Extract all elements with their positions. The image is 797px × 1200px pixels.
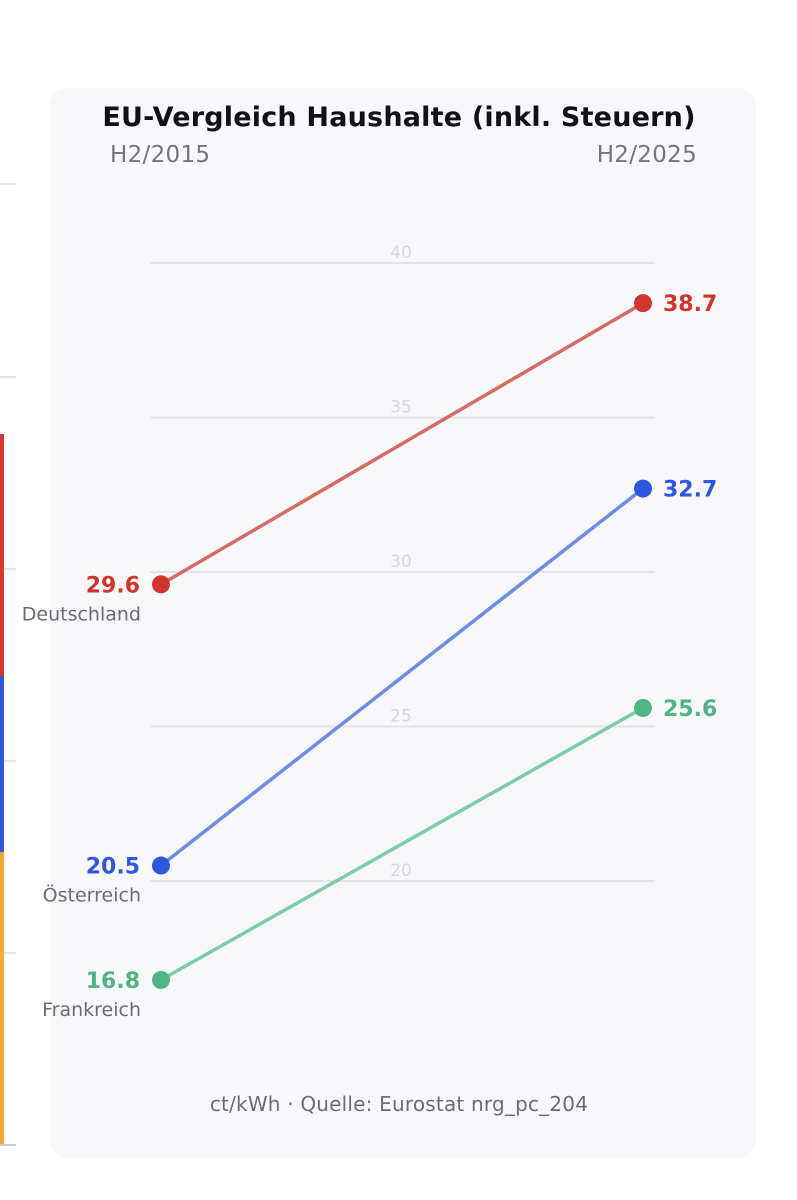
period-end-label: H2/2025 <box>596 142 697 168</box>
value-label-deutschland-start: 29.6 <box>86 573 140 598</box>
series-points <box>152 294 652 989</box>
adjacent-bar-1 <box>0 434 4 676</box>
series-line-frankreich <box>159 706 645 982</box>
series-lines <box>159 301 645 982</box>
series-name-österreich: Österreich <box>43 884 141 907</box>
point-frankreich-end <box>634 698 652 717</box>
period-start-label: H2/2015 <box>110 142 211 168</box>
series-name-deutschland: Deutschland <box>22 603 141 625</box>
value-label-deutschland-end: 38.7 <box>663 292 717 317</box>
value-label-österreich-end: 32.7 <box>663 478 717 503</box>
y-tick-label-30: 30 <box>390 552 412 572</box>
series-line-deutschland <box>159 301 645 587</box>
adjacent-gridline <box>0 952 16 954</box>
adjacent-bar-3 <box>0 852 4 1144</box>
y-tick-label-20: 20 <box>390 861 412 881</box>
point-österreich-start <box>152 856 170 875</box>
series-line-österreich <box>159 486 645 868</box>
point-deutschland-end <box>634 294 652 313</box>
series-name-frankreich: Frankreich <box>42 999 141 1021</box>
y-tick-label-40: 40 <box>390 243 412 263</box>
adjacent-gridline <box>0 568 16 570</box>
chart-footer: ct/kWh · Quelle: Eurostat nrg_pc_204 <box>209 1092 589 1116</box>
adjacent-bar-2 <box>0 676 4 852</box>
adjacent-axis <box>0 1144 16 1146</box>
value-label-frankreich-end: 25.6 <box>663 697 717 722</box>
gridlines: 20 25 30 35 40 <box>150 243 655 882</box>
adjacent-gridline <box>0 760 16 762</box>
adjacent-panel-fragment <box>0 0 20 1200</box>
adjacent-gridline <box>0 183 16 185</box>
point-österreich-end <box>634 479 652 498</box>
y-tick-label-35: 35 <box>390 398 412 418</box>
value-labels: 29.6 38.7 Deutschland 20.5 32.7 Österreich 16.… <box>22 292 718 1021</box>
point-deutschland-start <box>152 575 170 594</box>
y-tick-label-25: 25 <box>390 707 412 727</box>
chart-title: EU-Vergleich Haushalte (inkl. Steuern) <box>102 102 696 133</box>
value-label-frankreich-start: 16.8 <box>86 969 140 994</box>
value-label-österreich-start: 20.5 <box>86 855 140 880</box>
adjacent-gridline <box>0 376 16 378</box>
point-frankreich-start <box>152 970 170 989</box>
